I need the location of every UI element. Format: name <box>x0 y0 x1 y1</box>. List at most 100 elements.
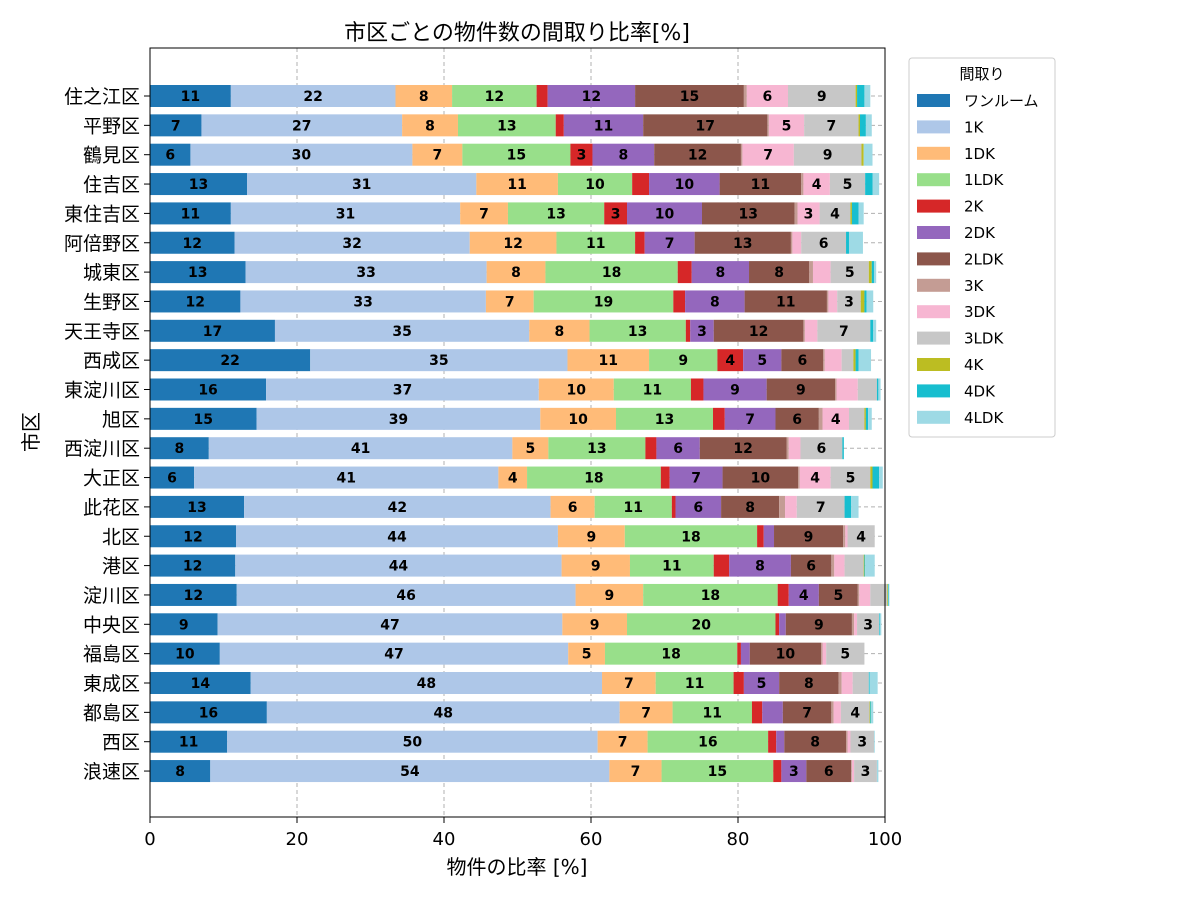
y-axis-ticks: 住之江区平野区鶴見区住吉区東住吉区阿倍野区城東区生野区天王寺区西成区東淀川区旭区… <box>64 86 150 783</box>
bar-segment <box>870 466 873 489</box>
bar-segment <box>821 642 823 665</box>
bar-value-label: 5 <box>782 118 792 134</box>
bar-value-label: 7 <box>505 294 515 310</box>
bar-segment <box>150 466 195 489</box>
bar-segment <box>724 407 776 430</box>
bar-segment <box>654 143 741 166</box>
bar-segment <box>150 437 209 460</box>
bar-value-label: 41 <box>337 471 356 487</box>
bar-segment <box>824 349 842 372</box>
y-tick-label: 城東区 <box>83 262 140 284</box>
bar-value-label: 22 <box>220 353 239 369</box>
bar-value-label: 48 <box>434 705 453 721</box>
y-tick-label: 天王寺区 <box>64 321 140 343</box>
x-axis-label: 物件の比率 [%] <box>447 855 588 879</box>
bar-stacks <box>150 85 890 783</box>
bar-value-label: 8 <box>425 118 435 134</box>
bar-segment <box>402 114 458 137</box>
bar-value-label: 6 <box>806 559 816 575</box>
bar-segment <box>878 378 881 401</box>
bar-segment <box>869 672 878 694</box>
bar-value-label: 31 <box>352 177 371 193</box>
bar-value-label: 46 <box>396 588 415 604</box>
bar-segment <box>831 554 835 577</box>
bar-segment <box>850 202 852 225</box>
bar-segment <box>740 143 743 166</box>
bar-value-label: 9 <box>730 383 740 399</box>
bar-segment <box>866 290 874 313</box>
bar-segment <box>635 85 744 107</box>
bar-segment <box>190 143 413 166</box>
bar-segment <box>863 554 865 577</box>
y-tick-label: 東淀川区 <box>64 380 140 402</box>
bar-segment <box>803 173 830 196</box>
bar-value-label: 6 <box>824 764 834 780</box>
bar-segment <box>846 730 848 753</box>
bar-segment <box>865 554 875 577</box>
bar-value-label: 11 <box>776 294 795 310</box>
bar-value-label: 5 <box>846 471 856 487</box>
bar-value-label: 4 <box>856 529 866 545</box>
bar-segment <box>848 407 865 430</box>
bar-segment <box>751 701 763 724</box>
bar-segment <box>632 173 650 196</box>
bar-segment <box>150 672 251 694</box>
bar-segment <box>766 378 836 401</box>
bar-segment <box>876 760 879 783</box>
bar-segment <box>236 583 576 606</box>
legend-entry-label: 1DK <box>964 145 996 163</box>
bar-segment <box>865 114 872 137</box>
legend-swatch <box>917 410 950 424</box>
bar-value-label: 13 <box>739 206 758 222</box>
bar-value-label: 12 <box>183 529 202 545</box>
bar-value-label: 12 <box>183 236 202 252</box>
legend-entry-label: 3DK <box>964 303 996 321</box>
bar-value-label: 13 <box>189 177 208 193</box>
bar-value-label: 12 <box>582 89 601 105</box>
bar-segment <box>742 143 794 166</box>
bar-segment <box>864 85 871 107</box>
bar-value-labels: 11 22 8 12 12 15 6 97 27 8 13 11 17 5 76 30 7 15 3 8 12 7 913 3… <box>165 89 873 780</box>
bar-segment <box>677 261 692 284</box>
bar-segment <box>792 231 802 254</box>
y-axis-label: 市区 <box>19 412 43 452</box>
bar-value-label: 9 <box>796 383 806 399</box>
bar-segment <box>538 378 614 401</box>
bar-segment <box>627 202 702 225</box>
y-tick-label: 福島区 <box>83 644 140 666</box>
bar-segment <box>690 378 704 401</box>
bar-segment <box>804 319 818 342</box>
bar-segment <box>412 143 463 166</box>
legend-entry-label: 1K <box>964 118 985 136</box>
bar-segment <box>604 202 628 225</box>
bar-segment <box>775 613 780 636</box>
bar-value-label: 32 <box>342 236 361 252</box>
bar-segment <box>568 642 605 665</box>
bar-segment <box>150 701 267 724</box>
bar-value-label: 6 <box>792 412 802 428</box>
bar-segment <box>609 760 662 783</box>
bar-segment <box>749 642 822 665</box>
bar-value-label: 14 <box>191 676 211 692</box>
bar-segment <box>244 495 551 518</box>
bar-segment <box>570 143 593 166</box>
bar-value-label: 8 <box>175 764 185 780</box>
legend-entry-label: 4LDK <box>964 409 1004 427</box>
bar-value-label: 7 <box>171 118 181 134</box>
bar-segment <box>851 202 859 225</box>
bar-segment <box>857 85 865 107</box>
bar-segment <box>871 701 874 724</box>
bar-segment <box>775 407 819 430</box>
bar-value-label: 9 <box>590 617 600 633</box>
bar-segment <box>851 613 855 636</box>
bar-segment <box>624 525 758 548</box>
bar-value-label: 11 <box>751 177 770 193</box>
bar-segment <box>649 349 718 372</box>
bar-segment <box>864 554 866 577</box>
bar-value-label: 5 <box>833 588 843 604</box>
bar-value-label: 16 <box>198 383 217 399</box>
bar-value-label: 7 <box>433 148 443 164</box>
bar-segment <box>713 554 730 577</box>
bar-segment <box>247 173 477 196</box>
bar-segment <box>557 525 625 548</box>
